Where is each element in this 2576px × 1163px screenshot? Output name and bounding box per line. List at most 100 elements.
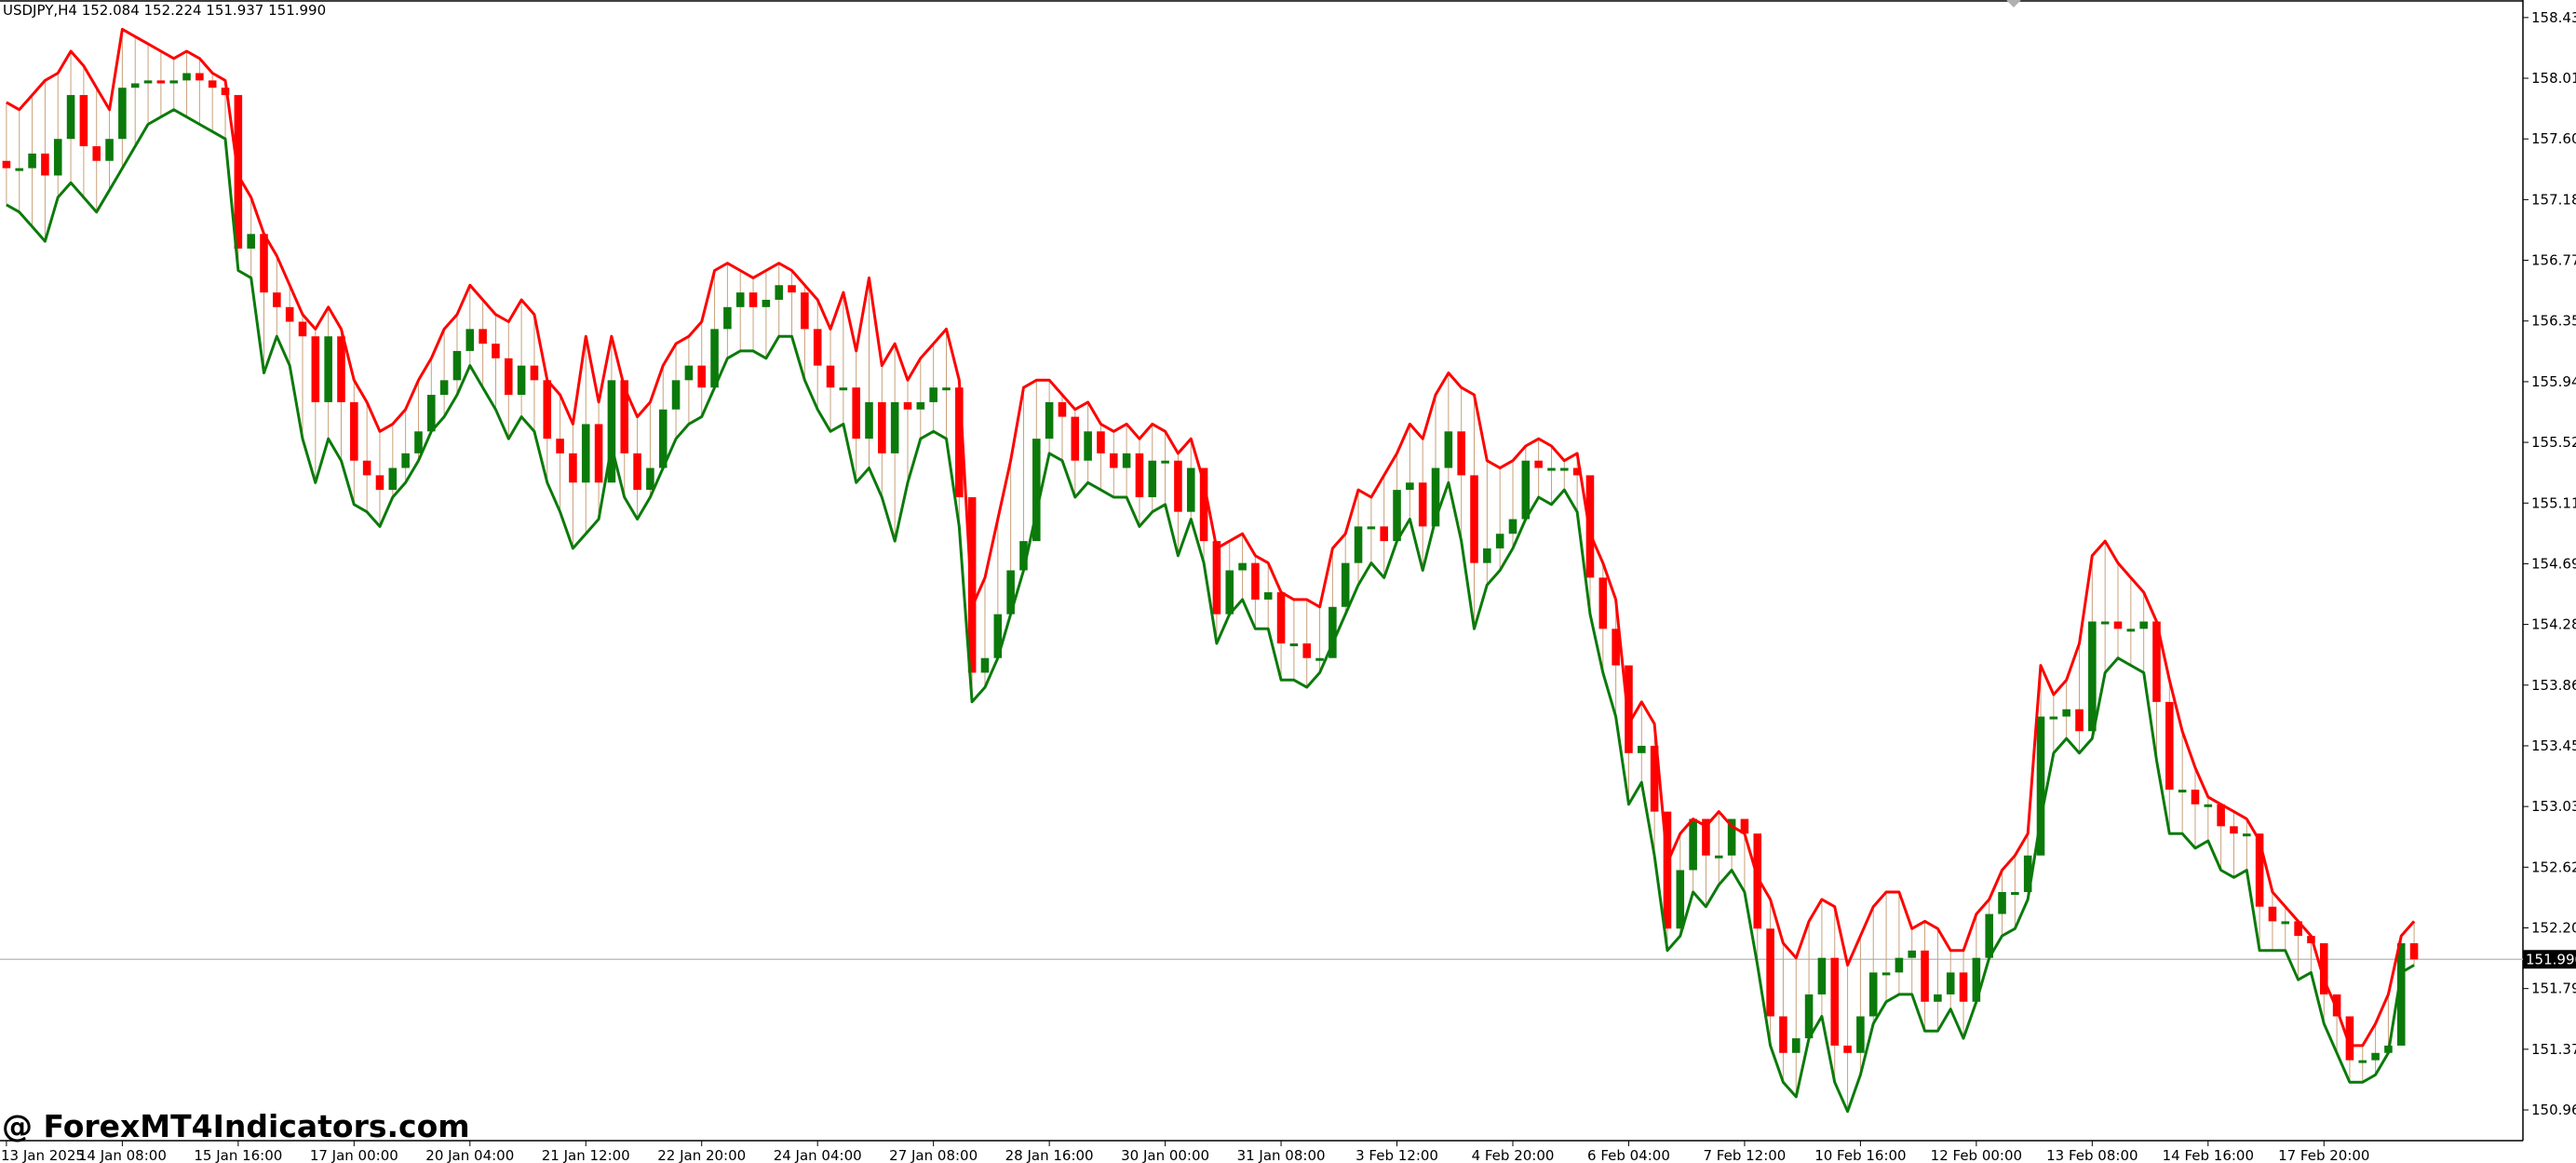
x-tick-label: 13 Jan 2025 [1,1147,85,1163]
bullish-candle [1946,972,1955,994]
bearish-candle [2113,621,2123,629]
bearish-candle [801,292,809,330]
bullish-candle [2243,833,2251,837]
bullish-candle [1186,467,1195,512]
x-tick-label: 27 Jan 08:00 [889,1147,978,1163]
bearish-candle [337,336,345,402]
bullish-candle [401,453,410,468]
bullish-candle [684,365,694,381]
bearish-candle [1702,818,1710,856]
bullish-candle [1289,643,1299,647]
bearish-candle [1534,460,1543,468]
bullish-candle [1263,592,1273,600]
bullish-candle [2011,892,2019,896]
bearish-candle [2332,994,2341,1017]
bullish-candle [735,292,745,307]
bearish-candle [813,329,822,366]
bullish-candle [1689,818,1697,871]
bearish-candle [2,160,11,169]
bearish-candle [1650,745,1659,812]
bullish-candle [1972,957,1981,1002]
chart-shift-marker-icon[interactable] [2006,0,2021,7]
bullish-candle [671,380,681,410]
bearish-candle [1740,818,1749,834]
bullish-candle [1676,870,1685,929]
bullish-candle [762,299,771,307]
bearish-candle [556,439,564,453]
bearish-candle [955,387,964,497]
bullish-candle [517,365,526,396]
bearish-candle [1276,592,1286,644]
bullish-candle [1122,453,1131,468]
x-tick-label: 17 Feb 20:00 [2278,1147,2369,1163]
bearish-candle [594,424,603,483]
x-tick-label: 10 Feb 16:00 [1814,1147,1906,1163]
bullish-candle [1341,562,1350,607]
bearish-candle [196,73,204,81]
bullish-candle [247,234,255,249]
x-tick-label: 24 Jan 04:00 [774,1147,862,1163]
bullish-candle [465,329,475,351]
bearish-candle [1753,833,1762,929]
y-tick-label: 150.960 [2531,1102,2576,1118]
bullish-candle [15,168,24,171]
site-watermark: @ ForexMT4Indicators.com [2,1108,470,1144]
x-tick-label: 21 Jan 12:00 [542,1147,630,1163]
lower-envelope-line [6,108,2415,1114]
bearish-candle [749,292,758,307]
bullish-candle [1521,460,1531,520]
bearish-candle [1921,950,1929,1002]
bullish-candle [53,139,62,176]
bearish-candle [1830,957,1840,1046]
bullish-candle [130,83,140,88]
bullish-candle [66,95,75,140]
bullish-candle [2023,855,2032,893]
bullish-candle [452,350,462,381]
bearish-candle [221,88,230,96]
bullish-candle [1045,401,1054,440]
bearish-candle [1071,416,1080,461]
bullish-candle [1638,745,1646,753]
bullish-candle [646,467,654,491]
x-tick-label: 15 Jan 16:00 [194,1147,282,1163]
x-tick-label: 13 Feb 08:00 [2046,1147,2138,1163]
bullish-candle [388,467,398,491]
x-tick-label: 7 Feb 12:00 [1703,1147,1786,1163]
bullish-candle [2062,709,2070,717]
bearish-candle [1457,431,1465,476]
bullish-candle [1431,467,1440,527]
bearish-candle [852,387,860,440]
bullish-candle [929,387,937,402]
bearish-candle [1843,1045,1852,1053]
bullish-candle [1032,439,1041,542]
bullish-candle [658,409,668,468]
bearish-candle [156,80,166,84]
bullish-candle [2049,716,2058,720]
bullish-candle [143,80,153,84]
bullish-candle [414,431,423,453]
bearish-candle [633,453,641,491]
bullish-candle [324,336,332,402]
bearish-candle [1612,629,1620,666]
bullish-candle [1934,994,1942,1002]
bullish-candle [839,387,848,391]
bearish-candle [2075,709,2084,732]
upper-envelope-line [6,27,2416,1048]
bearish-candle [479,329,487,345]
x-tick-label: 14 Feb 16:00 [2163,1147,2254,1163]
bearish-candle [2319,942,2328,994]
bearish-candle [1135,453,1144,497]
bullish-candle [1148,460,1157,497]
bullish-candle [28,153,36,169]
bullish-candle [1985,913,1993,958]
bearish-candle [1779,1016,1787,1053]
bullish-candle [2204,804,2213,807]
bullish-candle [723,306,732,330]
bullish-candle [1406,482,1414,491]
y-tick-label: 154.695 [2531,555,2576,572]
bearish-candle [1625,665,1633,753]
y-tick-label: 157.600 [2531,130,2576,147]
bearish-candle [1959,972,1968,1002]
bullish-candle [1998,892,2006,914]
